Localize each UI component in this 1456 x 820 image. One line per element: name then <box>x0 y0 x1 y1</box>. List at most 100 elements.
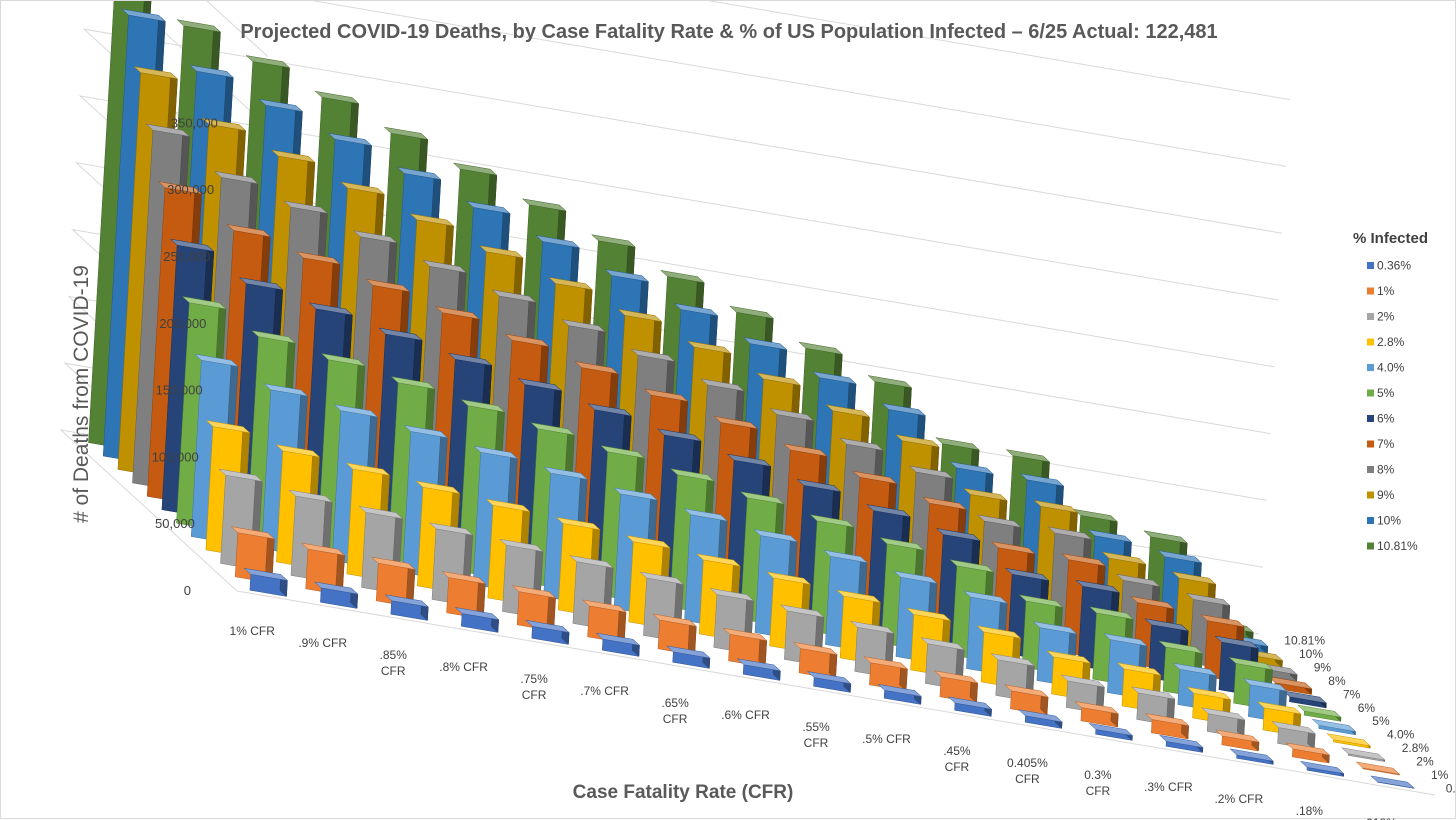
x-category-label: 1% CFR <box>230 624 276 638</box>
bar-0.36%-7 <box>736 658 782 681</box>
bar-0.36%-11 <box>1018 709 1063 729</box>
bar-0.36%-4 <box>525 619 570 645</box>
bar-0.36%-1 <box>313 581 359 609</box>
x-category-label: .3% CFR <box>1144 780 1193 794</box>
y-axis-ticks: 0 50,000 100,000 150,000 200,000 250,000 300,0… <box>152 115 218 598</box>
depth-label: 4.0% <box>1387 728 1415 742</box>
depth-label: 1% <box>1431 768 1449 782</box>
bar-1%-2 <box>370 556 416 608</box>
bar-0.36%-12 <box>1088 722 1134 741</box>
x-category-label: .65% CFR <box>661 696 689 726</box>
depth-label: 7% <box>1343 687 1361 701</box>
y-tick-label: 150,000 <box>156 383 203 398</box>
legend-entry: 2% <box>1377 310 1395 324</box>
bar-0.36%-10 <box>947 696 993 717</box>
legend-entry: 5% <box>1377 386 1395 400</box>
bar-0.36%-16 <box>1370 775 1415 789</box>
bar-1%-8 <box>793 642 838 680</box>
bar-1%-14 <box>1214 729 1260 752</box>
bar-1%-9 <box>863 656 909 692</box>
x-category-label: .9% CFR <box>298 636 347 650</box>
legend-swatch <box>1367 338 1374 346</box>
bar-2%-15 <box>1271 721 1316 751</box>
depth-label: 2.8% <box>1402 741 1430 755</box>
bars <box>88 1 1415 789</box>
bar-0.36%-5 <box>595 632 641 657</box>
x-category-label: .8% CFR <box>439 660 488 674</box>
legend-entry: 10% <box>1377 514 1401 528</box>
bar-0.36%-15 <box>1299 760 1345 777</box>
depth-label: 5% <box>1372 714 1390 728</box>
legend-swatch <box>1367 313 1374 320</box>
legend-swatch <box>1367 287 1374 295</box>
x-category-label: .45% CFR <box>943 744 971 774</box>
legend-entry: 6% <box>1377 412 1395 426</box>
bar-0.36%-0 <box>243 567 289 597</box>
y-tick-label: 300,000 <box>167 182 214 197</box>
depth-label: 10% <box>1299 647 1323 661</box>
y-tick-label: 0 <box>184 583 191 598</box>
y-tick-label: 250,000 <box>163 249 210 264</box>
x-category-label: .018%CFR <box>1363 816 1397 820</box>
x-category-label: .55% CFR <box>802 720 830 750</box>
y-tick-label: 50,000 <box>155 516 195 531</box>
depth-label: 10.81% <box>1284 634 1325 648</box>
legend-swatch <box>1367 440 1374 448</box>
bar-2%-14 <box>1200 707 1246 739</box>
bar-1%-6 <box>652 613 698 656</box>
bar-0.36%-6 <box>665 645 711 669</box>
floor-edge <box>236 590 1436 796</box>
bar-1%-0 <box>230 526 276 584</box>
depth-label: 8% <box>1328 674 1346 688</box>
legend-title: % Infected <box>1353 230 1428 247</box>
legend-swatch <box>1367 364 1374 371</box>
x-category-label: .85% CFR <box>380 648 408 678</box>
depth-label: 2% <box>1416 755 1434 769</box>
bar-2%-16 <box>1340 747 1386 763</box>
bar-1%-1 <box>300 542 346 596</box>
bar-0.36%-9 <box>877 683 922 705</box>
legend-swatch <box>1367 262 1374 269</box>
x-category-label: 0.3% CFR <box>1084 768 1112 798</box>
x-category-label: .18%CFR <box>1296 804 1324 820</box>
legend-entry: 7% <box>1377 437 1395 451</box>
x-category-label: .6% CFR <box>721 708 770 722</box>
depth-label: 0.36% <box>1446 781 1456 795</box>
bar-5%-16 <box>1296 704 1342 722</box>
y-axis-label: # of Deaths from COVID-19 <box>70 265 93 523</box>
legend: % Infected 0.36% 1% 2% 2.8% 4.0% 5% 6% 7% 8% 9% 10… <box>1353 230 1428 553</box>
legend-entry: 2.8% <box>1377 335 1405 349</box>
depth-label: 6% <box>1358 701 1376 715</box>
x-category-label: .5% CFR <box>862 732 911 746</box>
y-tick-label: 200,000 <box>159 316 206 331</box>
bar-0.36%-3 <box>454 607 500 633</box>
x-category-label: .2% CFR <box>1214 792 1263 806</box>
bar-0.36%-2 <box>384 594 429 621</box>
x-category-label: 0.405% CFR <box>1007 756 1048 786</box>
bar-4.0%-16 <box>1311 718 1357 736</box>
x-axis-categories: 1% CFR .9% CFR .85% CFR .8% CFR .75% CFR .7% CF… <box>230 624 1398 820</box>
legend-swatch <box>1367 542 1374 550</box>
legend-swatch <box>1367 415 1374 422</box>
x-category-label: .7% CFR <box>580 684 629 698</box>
bar-1%-11 <box>1004 684 1049 716</box>
legend-entry: 9% <box>1377 488 1395 502</box>
bar-0.36%-8 <box>806 671 852 693</box>
legend-swatch <box>1367 466 1374 473</box>
x-category-label: .75% CFR <box>520 672 548 702</box>
bar-2.8%-16 <box>1326 733 1371 749</box>
bar-1%-15 <box>1285 742 1331 764</box>
y-tick-label: 100,000 <box>152 449 199 464</box>
bar-1%-16 <box>1355 761 1401 776</box>
bar-0.36%-14 <box>1229 748 1275 765</box>
bar-0.36%-13 <box>1158 734 1204 753</box>
legend-entry: 10.81% <box>1377 539 1418 553</box>
chart-title: Projected COVID-19 Deaths, by Case Fatal… <box>240 21 1217 43</box>
gridline <box>206 1 1290 101</box>
depth-label: 9% <box>1314 661 1332 675</box>
depth-axis-labels: 0.36%1%2%2.8%4.0%5%6%7%8%9%10%10.81% <box>1284 634 1456 796</box>
bar-1%-13 <box>1144 713 1190 740</box>
legend-entry: 8% <box>1377 463 1395 477</box>
